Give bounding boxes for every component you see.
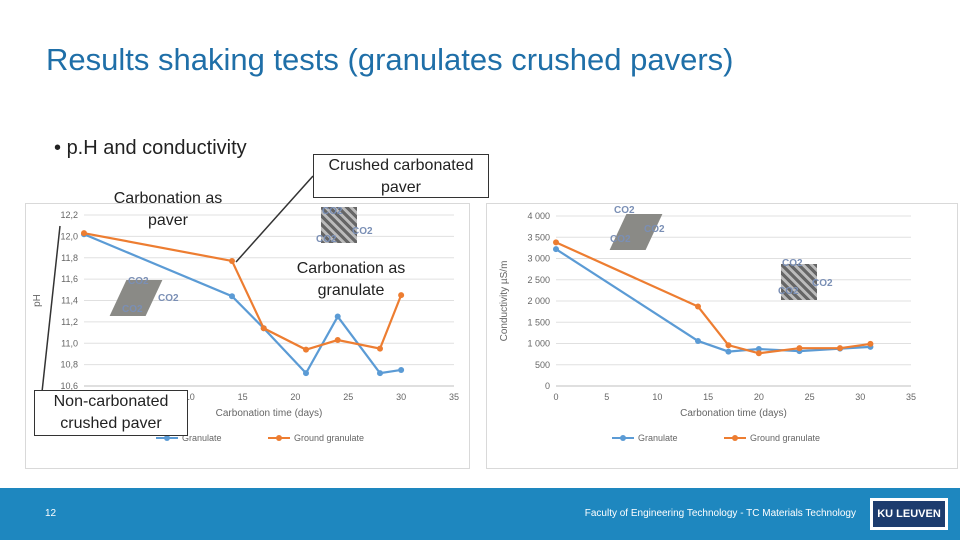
conductivity-chart-panel: 0 500 1 000 1 500 2 000 2 500 3 000 3 500 4 000 0… xyxy=(486,203,958,469)
page-number: 12 xyxy=(45,508,57,519)
data-point xyxy=(260,325,267,332)
legend-marker xyxy=(620,435,626,441)
callout-carbonation-as-granulate: Carbonation as granulate xyxy=(296,260,406,299)
data-point xyxy=(334,337,341,344)
callout-non-carbonated-crushed-paver: Non-carbonated crushed paver xyxy=(34,390,188,436)
legend-marker xyxy=(164,435,170,441)
co2-label: CO2 xyxy=(128,276,149,287)
y-tick-label: 12,0 xyxy=(60,231,78,241)
legend-label: Ground granulate xyxy=(294,433,364,443)
crushed-granulate-icon xyxy=(781,264,817,300)
co2-label: CO2 xyxy=(322,206,343,217)
y-tick-label: 12,2 xyxy=(60,210,78,220)
y-tick-label: 500 xyxy=(535,360,550,370)
data-point xyxy=(867,340,874,347)
x-axis-title: Carbonation time (days) xyxy=(216,408,323,419)
co2-label: CO2 xyxy=(778,286,799,297)
data-point xyxy=(303,346,309,353)
data-point xyxy=(796,345,803,352)
logo-text: KU LEUVEN xyxy=(873,501,945,527)
data-point xyxy=(553,239,559,246)
data-point xyxy=(695,337,701,344)
y-tick-label: 2 000 xyxy=(527,296,550,306)
x-tick-label: 25 xyxy=(343,392,353,402)
data-point xyxy=(377,370,383,377)
co2-label: CO2 xyxy=(158,293,179,304)
y-tick-label: 3 500 xyxy=(527,232,550,242)
data-point xyxy=(303,370,309,377)
co2-label: CO2 xyxy=(782,258,803,269)
y-tick-label: 11,4 xyxy=(61,296,78,306)
callout-carbonation-as-paver: Carbonation as paver xyxy=(113,190,223,229)
ph-chart: 10,6 10,8 11,0 11,2 11,4 11,6 11,8 12,0 12,2 10 15… xyxy=(32,210,459,443)
x-axis-title: Carbonation time (days) xyxy=(680,408,787,419)
x-tick-label: 30 xyxy=(396,392,406,402)
data-point xyxy=(553,246,559,253)
y-tick-label: 1 500 xyxy=(527,317,550,327)
x-tick-label: 0 xyxy=(553,392,558,402)
x-tick-label: 15 xyxy=(238,392,248,402)
data-point xyxy=(695,303,701,310)
y-tick-label: 10,8 xyxy=(60,360,78,370)
legend-marker xyxy=(276,435,282,441)
data-point xyxy=(755,346,762,353)
bullet-text: • p.H and conductivity xyxy=(54,137,247,159)
data-point xyxy=(229,293,235,300)
co2-label: CO2 xyxy=(644,224,665,235)
x-tick-label: 15 xyxy=(703,392,713,402)
data-point xyxy=(334,313,341,320)
data-point xyxy=(725,348,732,355)
legend-label: Granulate xyxy=(182,433,222,443)
y-tick-label: 1 000 xyxy=(527,339,550,349)
data-point xyxy=(398,366,405,373)
callout-crushed-carbonated-paver: Crushed carbonated paver xyxy=(313,154,489,198)
y-axis-title: Conductivity µS/m xyxy=(499,261,510,342)
crushed-granulate-icon xyxy=(321,207,357,243)
ku-leuven-logo: KU LEUVEN xyxy=(870,498,948,530)
co2-label: CO2 xyxy=(812,278,833,289)
data-point xyxy=(837,345,843,352)
y-tick-label: 10,6 xyxy=(60,381,78,391)
y-tick-label: 11,6 xyxy=(61,274,78,284)
co2-label: CO2 xyxy=(614,205,635,216)
callout-line-crushed xyxy=(235,175,314,263)
co2-label: CO2 xyxy=(610,234,631,245)
page-title: Results shaking tests (granulates crushe… xyxy=(46,42,734,77)
callout-line-noncarbonated xyxy=(41,225,61,393)
x-tick-label: 5 xyxy=(604,392,609,402)
data-point xyxy=(229,257,235,264)
data-point xyxy=(81,230,87,237)
bullet-label: p.H and conductivity xyxy=(66,137,247,159)
co2-label: CO2 xyxy=(122,304,143,315)
y-tick-label: 2 500 xyxy=(527,275,550,285)
y-tick-label: 4 000 xyxy=(527,211,550,221)
data-point xyxy=(755,350,762,357)
legend-label: Granulate xyxy=(638,433,678,443)
data-point xyxy=(725,342,732,349)
x-tick-label: 20 xyxy=(290,392,300,402)
x-tick-label: 35 xyxy=(906,392,916,402)
x-tick-label: 20 xyxy=(754,392,764,402)
co2-label: CO2 xyxy=(352,226,373,237)
footer-faculty: Faculty of Engineering Technology - TC M… xyxy=(584,508,856,519)
y-tick-label: 3 000 xyxy=(527,254,550,264)
co2-label: CO2 xyxy=(316,234,337,245)
y-tick-label: 11,8 xyxy=(61,253,78,263)
legend-marker xyxy=(732,435,738,441)
x-tick-label: 10 xyxy=(185,392,195,402)
x-tick-label: 35 xyxy=(449,392,459,402)
x-tick-label: 10 xyxy=(652,392,662,402)
y-axis-title: pH xyxy=(32,294,43,307)
x-tick-label: 30 xyxy=(855,392,865,402)
y-tick-label: 0 xyxy=(545,381,550,391)
y-tick-label: 11,0 xyxy=(61,338,78,348)
legend-label: Ground granulate xyxy=(750,433,820,443)
footer-bar: 12 Faculty of Engineering Technology - T… xyxy=(0,488,960,540)
y-tick-label: 11,2 xyxy=(61,317,78,327)
x-tick-label: 25 xyxy=(805,392,815,402)
data-point xyxy=(398,292,405,299)
data-point xyxy=(377,345,383,352)
